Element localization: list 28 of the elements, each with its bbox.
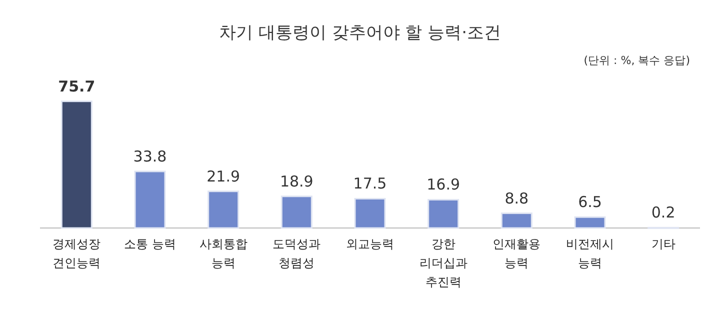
bar <box>134 170 166 229</box>
bar <box>354 198 386 229</box>
bar <box>208 190 240 229</box>
chart-title: 차기 대통령이 갖추어야 할 능력·조건 <box>218 23 502 43</box>
bar <box>574 216 606 229</box>
bar <box>280 196 312 229</box>
x-tick-label: 경제성장 견인능력 <box>52 237 101 270</box>
x-tick-label: 도덕성과 청렴성 <box>272 237 321 270</box>
data-label: 33.8 <box>133 147 167 166</box>
data-label: 75.7 <box>58 77 96 96</box>
x-tick-label: 기타 <box>651 237 676 251</box>
bar <box>500 212 532 229</box>
x-tick-label: 외교능력 <box>346 237 394 251</box>
x-tick-label: 사회통합 능력 <box>199 237 248 270</box>
bar <box>60 100 92 229</box>
chart-subtitle: (단위 : %, 복수 응답) <box>584 54 690 67</box>
data-label: 0.2 <box>651 204 676 222</box>
x-tick-label: 인재활용 능력 <box>492 237 541 270</box>
data-label: 21.9 <box>206 167 240 186</box>
data-label: 6.5 <box>578 193 602 212</box>
data-label: 16.9 <box>426 176 460 194</box>
x-tick-label: 강한 리더십과 추진력 <box>419 237 468 289</box>
data-label: 17.5 <box>353 174 387 193</box>
data-label: 8.8 <box>504 189 529 208</box>
x-tick-label: 소통 능력 <box>124 237 176 251</box>
data-label: 18.9 <box>280 172 314 190</box>
bar <box>428 198 460 229</box>
x-tick-label: 비전제시 능력 <box>566 237 614 270</box>
